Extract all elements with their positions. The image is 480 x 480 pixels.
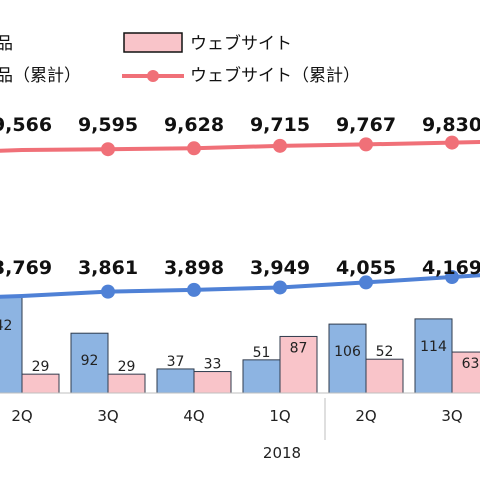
bar-label-product-5: 114 [420,339,447,355]
bar-product-0 [0,298,23,393]
line-product-cumulative-label-2: 3,898 [164,257,224,279]
plot-area: 42 29 92 29 37 33 51 87 106 52 114 63 3,769 3,861 3,89… [0,114,480,393]
bar-product-1 [70,332,109,393]
bar-label-product-2: 37 [167,354,185,370]
bar-website-0 [21,373,60,393]
bar-label-website-0: 29 [32,359,50,375]
line-website-cumulative-marker-3 [273,138,287,153]
line-website-cumulative-label-5: 9,830 [422,114,480,136]
line-website-cumulative-label-4: 9,767 [336,114,396,136]
bar-product-2 [156,368,195,393]
line-product-cumulative-marker-4 [359,275,373,290]
x-tick-label-0: 2Q [11,407,32,425]
line-product-cumulative [0,273,480,299]
line-product-cumulative-label-3: 3,949 [250,257,310,279]
bar-website-3 [279,335,318,393]
bar-label-product-3: 51 [253,345,271,361]
x-tick-label-5: 3Q [441,407,462,425]
year-label: 2018 [263,444,301,462]
line-product-cumulative-label-5: 4,169 [422,257,480,279]
x-axis: 2018 2Q 3Q 4Q 1Q 2Q 3Q [0,392,480,462]
legend-marker-website-cumulative [147,70,159,82]
line-product-cumulative-label-1: 3,861 [78,257,138,279]
line-product-cumulative-label-0: 3,769 [0,257,52,279]
legend-swatch-website [123,32,183,53]
x-tick-label-1: 3Q [97,407,118,425]
line-website-cumulative-marker-4 [359,137,373,152]
bar-website-1 [107,373,146,393]
bar-label-website-3: 87 [290,340,308,356]
bar-label-website-5: 63 [462,356,480,372]
line-product-cumulative-marker-2 [187,282,201,297]
bar-label-website-2: 33 [204,357,222,373]
line-website-cumulative-label-3: 9,715 [250,114,310,136]
line-website-cumulative-marker-1 [101,142,115,157]
x-tick-label-3: 1Q [269,407,290,425]
x-tick-label-4: 2Q [355,407,376,425]
bar-product-5 [414,318,453,393]
legend-label-product-cumulative: 品（累計） [0,66,81,86]
bar-label-product-0: 42 [0,318,12,334]
bars-layer [0,298,480,393]
line-product-cumulative-marker-1 [101,284,115,299]
bar-website-4 [365,358,404,393]
line-product-cumulative-marker-3 [273,280,287,295]
line-website-cumulative-label-0: 9,566 [0,114,52,136]
legend: 品 ウェブサイト 品（累計） ウェブサイト（累計） [0,32,360,86]
x-tick-label-2: 4Q [183,407,204,425]
bar-product-3 [242,359,281,393]
line-product-cumulative-label-4: 4,055 [336,257,396,279]
line-website-cumulative-label-1: 9,595 [78,114,138,136]
bar-label-website-1: 29 [118,359,136,375]
line-website-cumulative [0,140,480,153]
line-website-cumulative-label-2: 9,628 [164,114,224,136]
bar-product-4 [328,323,367,393]
bar-website-2 [193,371,232,393]
bar-website-5 [451,351,480,393]
line-website-cumulative-marker-5 [445,135,459,150]
bar-label-product-1: 92 [81,353,99,369]
line-website-cumulative-marker-2 [187,141,201,156]
legend-label-website: ウェブサイト [190,33,292,54]
legend-label-website-cumulative: ウェブサイト（累計） [190,65,360,86]
line-product-cumulative-marker-5 [445,270,459,284]
bar-label-website-4: 52 [376,344,394,360]
legend-label-product: 品 [0,34,13,54]
bar-label-product-4: 106 [334,344,361,360]
